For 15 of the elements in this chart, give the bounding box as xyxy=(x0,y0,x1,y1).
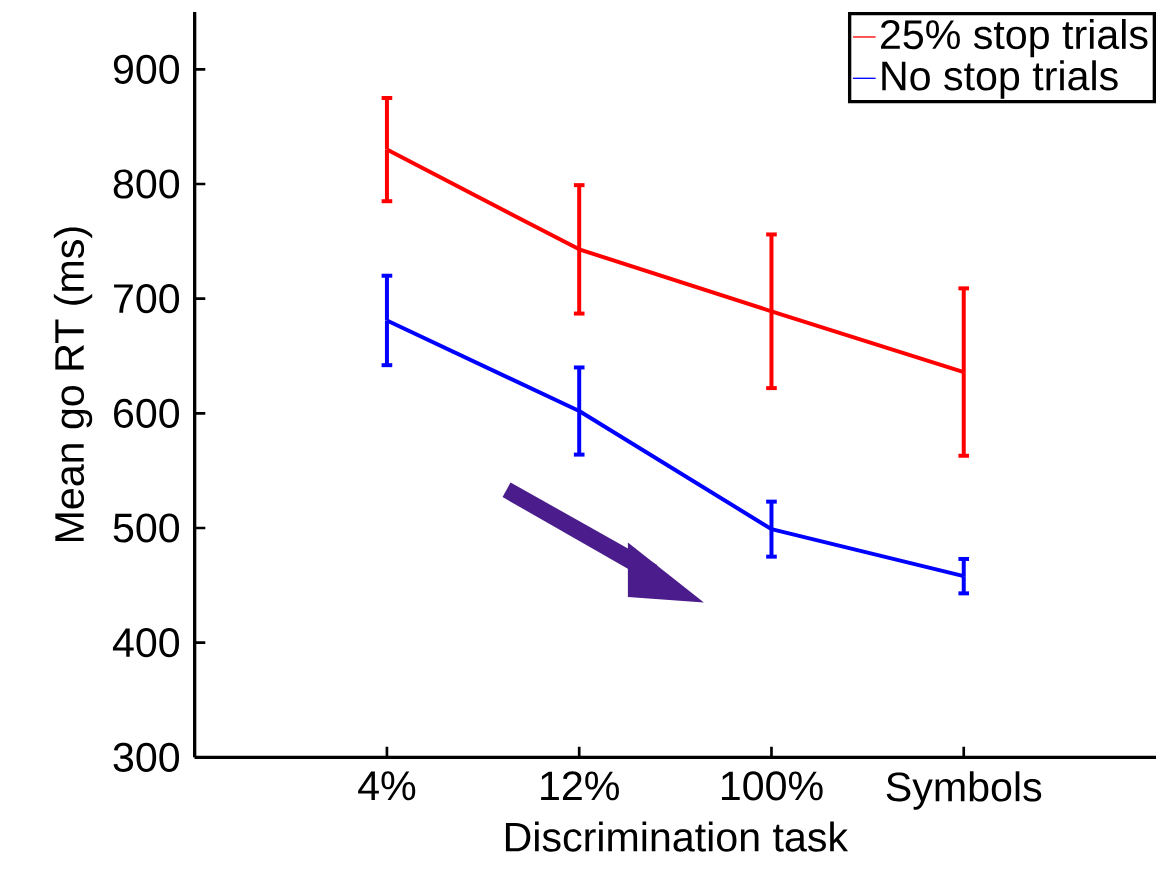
y-tick-label: 700 xyxy=(114,284,180,314)
legend-label: 25% stop trials xyxy=(881,18,1148,58)
x-tick-label: Symbols xyxy=(886,771,1042,810)
y-axis-title: Mean go RT (ms) xyxy=(53,227,93,542)
y-tick-label: 900 xyxy=(113,54,180,84)
y-tick-label: 800 xyxy=(113,169,180,199)
y-tick-label: 600 xyxy=(114,398,180,428)
y-tick-label: 400 xyxy=(112,628,180,658)
y-tick-label: 300 xyxy=(113,742,180,772)
x-tick-label: 100% xyxy=(721,771,823,801)
x-tick-label: 4% xyxy=(358,771,416,801)
x-tick-label: 12% xyxy=(541,771,619,801)
x-axis-title: Discrimination task xyxy=(505,821,849,852)
legend-label: No stop trials xyxy=(882,60,1118,99)
y-tick-label: 500 xyxy=(113,513,180,543)
